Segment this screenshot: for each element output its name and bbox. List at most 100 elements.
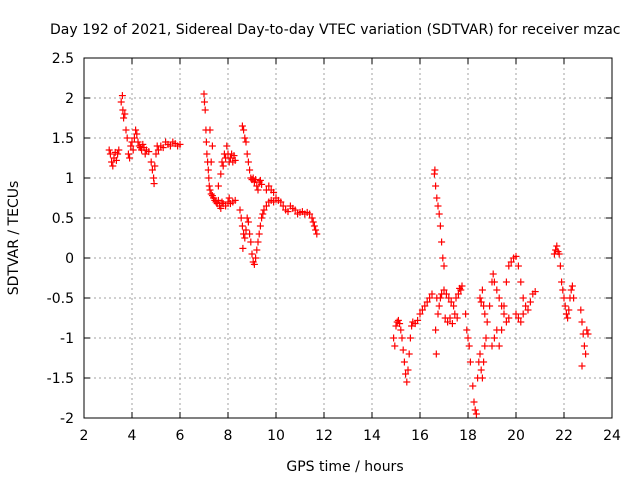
data-point bbox=[256, 222, 264, 230]
data-point bbox=[464, 334, 472, 342]
y-tick-label: -1 bbox=[60, 331, 74, 347]
data-point bbox=[200, 90, 208, 98]
y-tick-labels: 2.5 2 1.5 1 0.5 0 -0.5 -1 -1.5 -2 bbox=[47, 51, 74, 427]
data-point bbox=[241, 134, 249, 142]
data-point bbox=[446, 314, 454, 322]
data-point bbox=[582, 350, 590, 358]
data-point bbox=[436, 222, 444, 230]
data-point bbox=[500, 310, 508, 318]
x-tick-label: 4 bbox=[128, 428, 137, 444]
data-point bbox=[260, 206, 268, 214]
data-point bbox=[531, 288, 539, 296]
x-tick-label: 10 bbox=[267, 428, 285, 444]
data-point bbox=[256, 176, 264, 184]
data-point bbox=[126, 154, 134, 162]
data-point bbox=[217, 170, 225, 178]
data-points bbox=[105, 90, 592, 418]
data-point bbox=[452, 294, 460, 302]
data-point bbox=[244, 218, 252, 226]
data-point bbox=[436, 294, 444, 302]
data-point bbox=[248, 250, 256, 258]
data-point bbox=[201, 106, 209, 114]
data-point bbox=[482, 334, 490, 342]
data-point bbox=[207, 190, 215, 198]
data-point bbox=[567, 286, 575, 294]
data-point bbox=[114, 150, 122, 158]
data-point bbox=[392, 322, 400, 330]
data-point bbox=[119, 106, 127, 114]
data-point bbox=[465, 342, 473, 350]
data-point bbox=[490, 334, 498, 342]
data-point bbox=[312, 226, 320, 234]
data-point bbox=[123, 134, 131, 142]
y-tick-label: -1.5 bbox=[47, 371, 74, 387]
data-point bbox=[403, 378, 411, 386]
data-point bbox=[440, 286, 448, 294]
data-point bbox=[115, 146, 123, 154]
data-point bbox=[432, 182, 440, 190]
data-point bbox=[120, 114, 128, 122]
data-point bbox=[246, 230, 254, 238]
data-point bbox=[200, 98, 208, 106]
data-point bbox=[450, 302, 458, 310]
data-point bbox=[217, 204, 225, 212]
data-point bbox=[121, 110, 129, 118]
data-point bbox=[466, 358, 474, 366]
data-point bbox=[444, 318, 452, 326]
data-point bbox=[486, 302, 494, 310]
data-point bbox=[259, 210, 267, 218]
data-point bbox=[109, 162, 117, 170]
data-point bbox=[519, 294, 527, 302]
data-point bbox=[204, 166, 212, 174]
data-point bbox=[270, 198, 278, 206]
data-point bbox=[279, 202, 287, 210]
data-point bbox=[493, 286, 501, 294]
data-point bbox=[558, 278, 566, 286]
y-tick-label: -2 bbox=[60, 411, 74, 427]
data-point bbox=[505, 262, 513, 270]
data-point bbox=[105, 146, 113, 154]
y-tick-label: 2.5 bbox=[52, 51, 74, 67]
data-point bbox=[570, 294, 578, 302]
data-point bbox=[231, 156, 239, 164]
data-point bbox=[476, 350, 484, 358]
data-point bbox=[488, 342, 496, 350]
data-point bbox=[117, 98, 125, 106]
data-point bbox=[284, 208, 292, 216]
data-point bbox=[141, 150, 149, 158]
data-point bbox=[512, 310, 520, 318]
data-point bbox=[471, 406, 479, 414]
data-point bbox=[423, 298, 431, 306]
x-tick-label: 22 bbox=[555, 428, 573, 444]
data-point bbox=[306, 210, 314, 218]
data-point bbox=[502, 318, 510, 326]
data-point bbox=[477, 298, 485, 306]
data-point bbox=[148, 166, 156, 174]
data-point bbox=[524, 306, 532, 314]
data-point bbox=[408, 322, 416, 330]
data-point bbox=[122, 126, 130, 134]
data-point bbox=[252, 176, 260, 184]
data-point bbox=[145, 148, 153, 156]
tick-layer bbox=[83, 57, 613, 419]
x-tick-label: 18 bbox=[459, 428, 477, 444]
data-point bbox=[265, 182, 273, 190]
y-tick-label: 1.5 bbox=[52, 131, 74, 147]
data-point bbox=[481, 310, 489, 318]
data-point bbox=[483, 318, 491, 326]
data-point bbox=[133, 130, 141, 138]
data-point bbox=[448, 320, 456, 328]
data-point bbox=[568, 282, 576, 290]
data-point bbox=[489, 270, 497, 278]
data-point bbox=[214, 196, 222, 204]
data-point bbox=[129, 146, 137, 154]
data-point bbox=[151, 162, 159, 170]
data-point bbox=[203, 150, 211, 158]
data-point bbox=[147, 158, 155, 166]
data-point bbox=[237, 214, 245, 222]
data-point bbox=[252, 254, 260, 262]
data-point bbox=[434, 202, 442, 210]
data-point bbox=[438, 238, 446, 246]
data-point bbox=[127, 142, 135, 150]
